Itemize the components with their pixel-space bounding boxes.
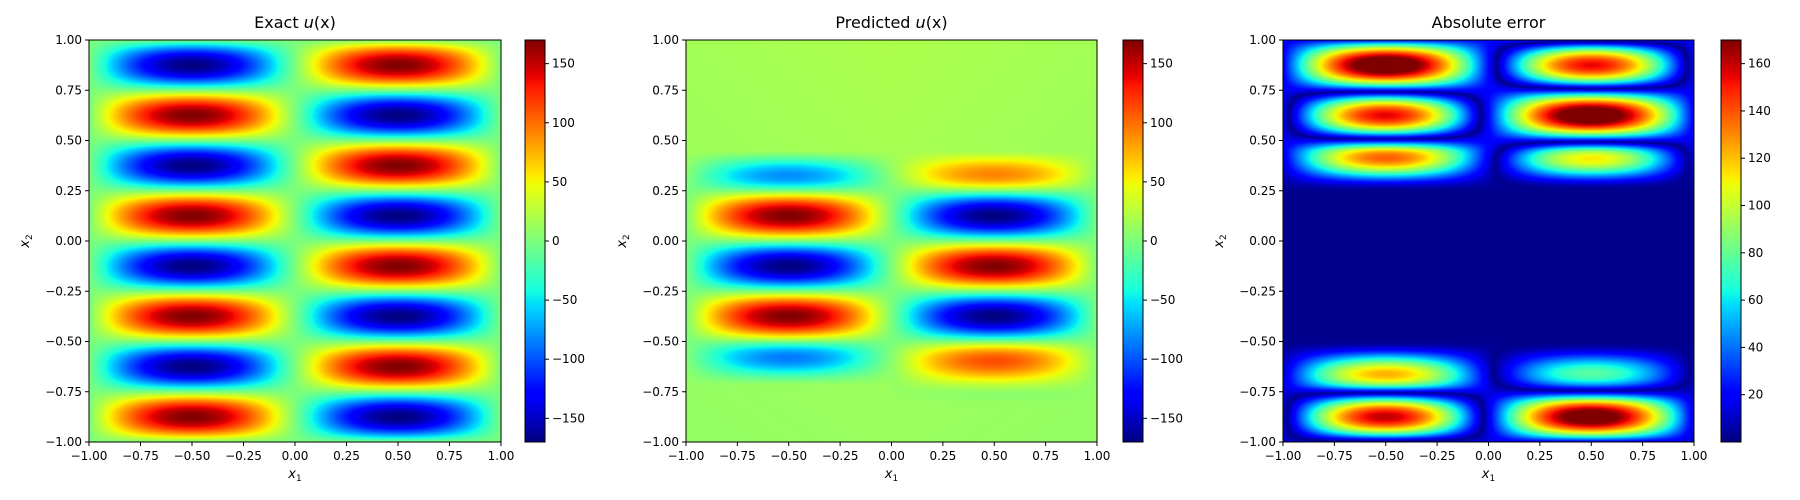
x-tick-label: 0.25 xyxy=(1527,449,1554,463)
x-tick-label: 0.25 xyxy=(333,449,360,463)
x-tick-label: −1.00 xyxy=(668,449,705,463)
y-tick-label: 0.25 xyxy=(652,184,679,198)
x-tick-label: −0.25 xyxy=(1419,449,1456,463)
y-tick-label: −0.75 xyxy=(642,385,679,399)
x-tick-label: −0.75 xyxy=(122,449,159,463)
panel-title: Exact u(x) xyxy=(254,13,336,32)
colorbar-tick-label: 0 xyxy=(1150,234,1158,248)
x-tick-label: −0.50 xyxy=(770,449,807,463)
colorbar-tick-label: −100 xyxy=(552,352,585,366)
y-tick-label: −0.75 xyxy=(1239,385,1276,399)
colorbar-2 xyxy=(1123,40,1143,442)
y-tick-label: 1.00 xyxy=(1249,33,1276,47)
x-tick-label: 1.00 xyxy=(1681,449,1708,463)
colorbar-tick-label: 100 xyxy=(1748,199,1771,213)
panel-title: Absolute error xyxy=(1432,13,1546,32)
colorbar-3 xyxy=(1721,40,1741,442)
y-tick-label: 0.25 xyxy=(1249,184,1276,198)
y-tick-label: 1.00 xyxy=(55,33,82,47)
colorbar-frame xyxy=(1720,39,1742,443)
colorbar-tick-label: 0 xyxy=(552,234,560,248)
y-axis-label: x2 xyxy=(615,234,632,248)
y-tick-label: 0.00 xyxy=(55,234,82,248)
y-tick-label: 0.00 xyxy=(1249,234,1276,248)
colorbar-1 xyxy=(525,40,545,442)
x-tick-label: 0.25 xyxy=(930,449,957,463)
colorbar-tick-label: 80 xyxy=(1748,246,1763,260)
y-tick-label: 0.75 xyxy=(1249,83,1276,97)
y-tick-label: 1.00 xyxy=(652,33,679,47)
x-tick-label: 0.00 xyxy=(282,449,309,463)
y-tick-label: −0.50 xyxy=(1239,335,1276,349)
colorbar-tick-label: −100 xyxy=(1150,352,1183,366)
x-tick-label: 0.75 xyxy=(436,449,463,463)
x-tick-label: 0.50 xyxy=(981,449,1008,463)
x-tick-label: 0.75 xyxy=(1629,449,1656,463)
y-tick-label: 0.00 xyxy=(652,234,679,248)
x-tick-label: 1.00 xyxy=(488,449,515,463)
x-tick-label: 1.00 xyxy=(1084,449,1111,463)
panel-2: Predicted u(x) −1.00 −0.75 −0.50 −0.25 0.00 0.… xyxy=(615,13,1183,484)
colorbar-tick-label: 20 xyxy=(1748,388,1763,402)
colorbar-tick-label: 140 xyxy=(1748,104,1771,118)
x-tick-label: 0.00 xyxy=(1475,449,1502,463)
y-tick-label: −1.00 xyxy=(642,435,679,449)
x-tick-label: −0.25 xyxy=(225,449,262,463)
colorbar-tick-label: 50 xyxy=(552,175,567,189)
heatmap-image-2 xyxy=(686,40,1097,442)
x-tick-label: −0.50 xyxy=(174,449,211,463)
panel-1: Exact u(x) −1.00 −0.75 −0.50 −0.25 0.00 0.25 0.… xyxy=(18,13,585,484)
y-tick-label: −0.75 xyxy=(45,385,82,399)
x-tick-label: −0.50 xyxy=(1367,449,1404,463)
heatmap-image-1 xyxy=(89,40,501,442)
colorbar-tick-label: 160 xyxy=(1748,57,1771,71)
y-tick-label: 0.50 xyxy=(55,134,82,148)
y-tick-label: −0.50 xyxy=(45,335,82,349)
x-tick-label: −0.75 xyxy=(1316,449,1353,463)
y-tick-label: −1.00 xyxy=(45,435,82,449)
y-tick-label: 0.75 xyxy=(652,83,679,97)
x-tick-label: 0.75 xyxy=(1032,449,1059,463)
x-axis-label: x1 xyxy=(1481,467,1495,484)
y-tick-label: −1.00 xyxy=(1239,435,1276,449)
panel-3: Absolute error −1.00 −0.75 −0.50 −0.25 0.00 0.… xyxy=(1212,13,1771,484)
y-tick-label: 0.25 xyxy=(55,184,82,198)
y-axis-label: x2 xyxy=(1212,234,1229,248)
x-tick-label: −0.25 xyxy=(822,449,859,463)
colorbar-tick-label: 150 xyxy=(1150,57,1173,71)
y-tick-label: 0.75 xyxy=(55,83,82,97)
colorbar-tick-label: 150 xyxy=(552,57,575,71)
colorbar-tick-label: 120 xyxy=(1748,151,1771,165)
x-tick-label: 0.50 xyxy=(1578,449,1605,463)
heatmap-image-3 xyxy=(1283,40,1694,442)
y-tick-label: −0.25 xyxy=(45,284,82,298)
colorbar-tick-label: 100 xyxy=(1150,116,1173,130)
colorbar-tick-label: −50 xyxy=(1150,293,1175,307)
y-tick-label: −0.25 xyxy=(1239,284,1276,298)
x-tick-label: −1.00 xyxy=(1265,449,1302,463)
colorbar-tick-label: 100 xyxy=(552,116,575,130)
x-axis-label: x1 xyxy=(287,467,301,484)
x-axis-label: x1 xyxy=(884,467,898,484)
y-tick-label: 0.50 xyxy=(1249,134,1276,148)
panel-title: Predicted u(x) xyxy=(835,13,947,32)
colorbar-tick-label: −50 xyxy=(552,293,577,307)
y-tick-label: −0.50 xyxy=(642,335,679,349)
colorbar-tick-label: −150 xyxy=(1150,411,1183,425)
colorbar-tick-label: 40 xyxy=(1748,340,1763,354)
x-tick-label: −0.75 xyxy=(719,449,756,463)
y-tick-label: −0.25 xyxy=(642,284,679,298)
colorbar-tick-label: 50 xyxy=(1150,175,1165,189)
x-tick-label: 0.00 xyxy=(878,449,905,463)
colorbar-tick-label: 60 xyxy=(1748,293,1763,307)
x-tick-label: 0.50 xyxy=(385,449,412,463)
x-tick-label: −1.00 xyxy=(71,449,108,463)
y-axis-label: x2 xyxy=(18,234,35,248)
colorbar-tick-label: −150 xyxy=(552,411,585,425)
y-tick-label: 0.50 xyxy=(652,134,679,148)
